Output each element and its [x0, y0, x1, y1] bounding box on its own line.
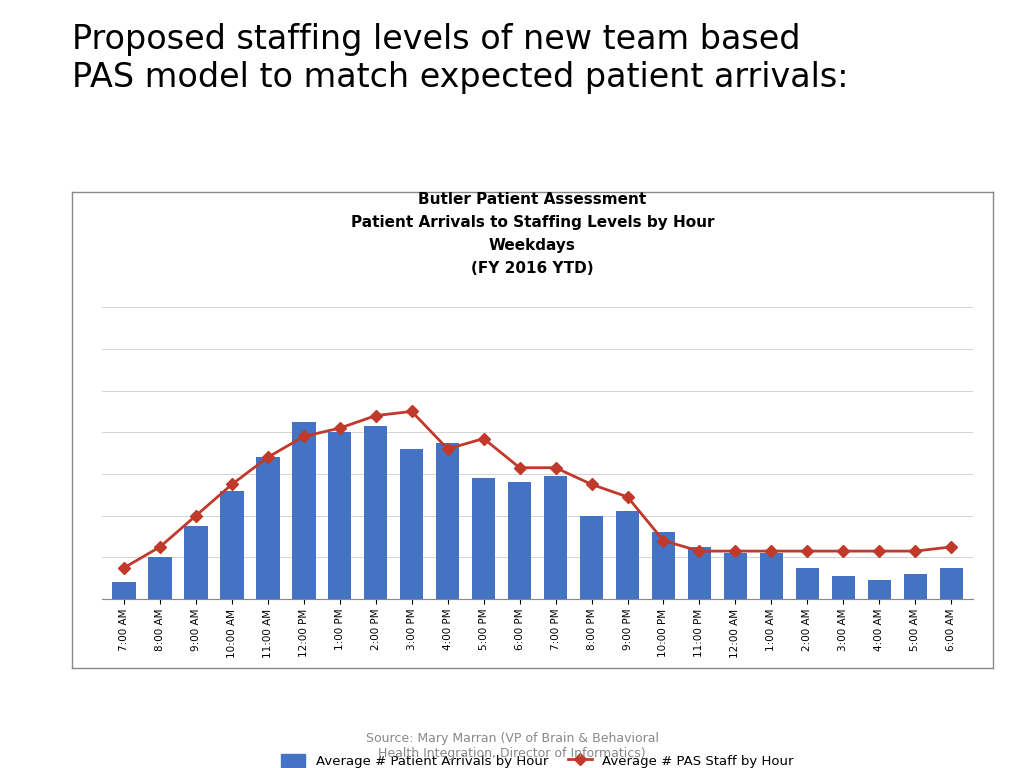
Bar: [615, 511, 639, 599]
Text: Source: Mary Marran (VP of Brain & Behavioral
Health Integration, Director of In: Source: Mary Marran (VP of Brain & Behav…: [366, 733, 658, 760]
Text: (FY 2016 YTD): (FY 2016 YTD): [471, 261, 594, 276]
Bar: [580, 515, 603, 599]
Bar: [867, 581, 891, 599]
Text: Patient Arrivals to Staffing Levels by Hour: Patient Arrivals to Staffing Levels by H…: [351, 215, 714, 230]
Bar: [256, 457, 280, 599]
Text: Proposed staffing levels of new team based
PAS model to match expected patient a: Proposed staffing levels of new team bas…: [72, 23, 848, 94]
Bar: [292, 422, 315, 599]
Bar: [328, 432, 351, 599]
Legend: Average # Patient Arrivals by Hour, Average # PAS Staff by Hour: Average # Patient Arrivals by Hour, Aver…: [276, 749, 799, 768]
Bar: [940, 568, 963, 599]
Bar: [544, 476, 567, 599]
Bar: [760, 553, 783, 599]
Bar: [831, 576, 855, 599]
Text: Weekdays: Weekdays: [489, 238, 575, 253]
Bar: [652, 532, 675, 599]
Bar: [400, 449, 423, 599]
Bar: [903, 574, 927, 599]
Bar: [724, 553, 748, 599]
Bar: [113, 582, 135, 599]
Bar: [796, 568, 819, 599]
Text: Butler Patient Assessment: Butler Patient Assessment: [419, 192, 646, 207]
Bar: [365, 426, 387, 599]
Bar: [508, 482, 531, 599]
Bar: [436, 442, 460, 599]
Bar: [184, 526, 208, 599]
Bar: [220, 491, 244, 599]
Bar: [472, 478, 496, 599]
Bar: [148, 558, 172, 599]
Bar: [688, 547, 711, 599]
